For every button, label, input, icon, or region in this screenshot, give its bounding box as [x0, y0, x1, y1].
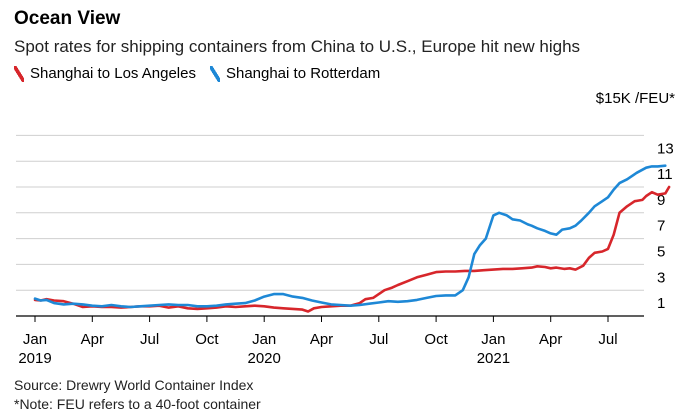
x-tick-label-1: Apr	[81, 331, 104, 348]
y-tick-label-5: 5	[657, 244, 665, 261]
y-tick-label-3: 3	[657, 269, 665, 286]
chart-title: Ocean View	[14, 8, 121, 29]
legend-label-rotterdam: Shanghai to Rotterdam	[225, 65, 381, 82]
source-note: Source: Drewry World Container Index	[14, 377, 254, 393]
y-tick-label-7: 7	[657, 218, 665, 235]
x-tick-label-5: Apr	[310, 331, 333, 348]
x-tick-label-6: Jul	[369, 331, 388, 348]
x-tick-label-4: Jan	[252, 331, 276, 348]
legend-label-los-angeles: Shanghai to Los Angeles	[30, 65, 196, 82]
x-year-label-2021: 2021	[477, 350, 510, 367]
y-tick-label-1: 1	[657, 295, 665, 312]
y-axis-unit-label: $15K /FEU*	[595, 90, 675, 107]
series-line-rotterdam	[33, 164, 667, 309]
chart-legend: Shanghai to Los Angeles Shanghai to Rott…	[14, 65, 380, 82]
x-tick-label-2: Jul	[140, 331, 159, 348]
x-tick-label-8: Jan	[481, 331, 505, 348]
y-tick-label-9: 9	[657, 192, 665, 209]
legend-item-rotterdam: Shanghai to Rotterdam	[209, 65, 381, 82]
legend-item-los-angeles: Shanghai to Los Angeles	[14, 65, 196, 82]
chart-subtitle: Spot rates for shipping containers from …	[14, 37, 581, 56]
x-tick-label-10: Jul	[598, 331, 617, 348]
x-tick-label-3: Oct	[195, 331, 219, 348]
x-tick-label-9: Apr	[539, 331, 562, 348]
series-line-los-angeles	[33, 185, 671, 313]
x-year-label-2020: 2020	[248, 350, 281, 367]
legend-swatch-los-angeles	[14, 65, 24, 82]
y-tick-label-13: 13	[657, 140, 674, 157]
y-tick-label-11: 11	[657, 166, 673, 183]
footnote-feu: *Note: FEU refers to a 40-foot container	[14, 396, 261, 412]
x-year-label-2019: 2019	[18, 350, 51, 367]
legend-swatch-rotterdam	[209, 65, 220, 82]
x-tick-label-0: Jan	[23, 331, 47, 348]
x-tick-label-7: Oct	[424, 331, 448, 348]
